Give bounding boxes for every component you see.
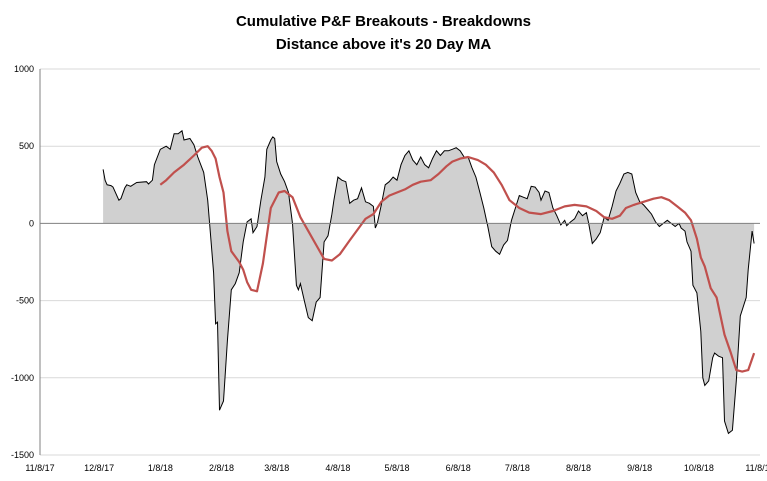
x-tick-label: 8/8/18 <box>566 463 591 473</box>
x-tick-label: 1/8/18 <box>148 463 173 473</box>
y-tick-label: 1000 <box>14 64 34 74</box>
x-tick-label: 9/8/18 <box>627 463 652 473</box>
x-tick-label: 10/8/18 <box>684 463 714 473</box>
area-fill <box>103 130 755 434</box>
x-tick-label: 2/8/18 <box>209 463 234 473</box>
y-tick-label: -500 <box>16 296 34 306</box>
x-tick-label: 5/8/18 <box>385 463 410 473</box>
y-tick-label: 0 <box>29 218 34 228</box>
x-tick-label: 11/8/17 <box>25 463 54 473</box>
x-tick-label: 3/8/18 <box>264 463 289 473</box>
area-line <box>102 129 755 435</box>
axis-layer: 1000 500 0 -500 -1000 -1500 11/8/17 12/8/17 1/8/… <box>11 64 767 473</box>
chart-title-line-1: Cumulative P&F Breakouts - Breakdowns <box>235 13 532 30</box>
x-tick-label: 11/8/18 <box>745 463 767 473</box>
y-tick-label: -1000 <box>11 373 34 383</box>
grid-layer <box>40 68 760 456</box>
series-layer <box>102 129 756 435</box>
x-tick-label: 12/8/17 <box>84 463 114 473</box>
y-tick-label: 500 <box>19 141 34 151</box>
chart-title-line-2: Distance above it's 20 Day MA <box>275 36 492 53</box>
ma-line <box>159 145 756 373</box>
x-tick-label: 4/8/18 <box>325 463 350 473</box>
x-tick-label: 7/8/18 <box>505 463 530 473</box>
x-tick-label: 6/8/18 <box>446 463 471 473</box>
y-tick-label: -1500 <box>11 450 34 460</box>
